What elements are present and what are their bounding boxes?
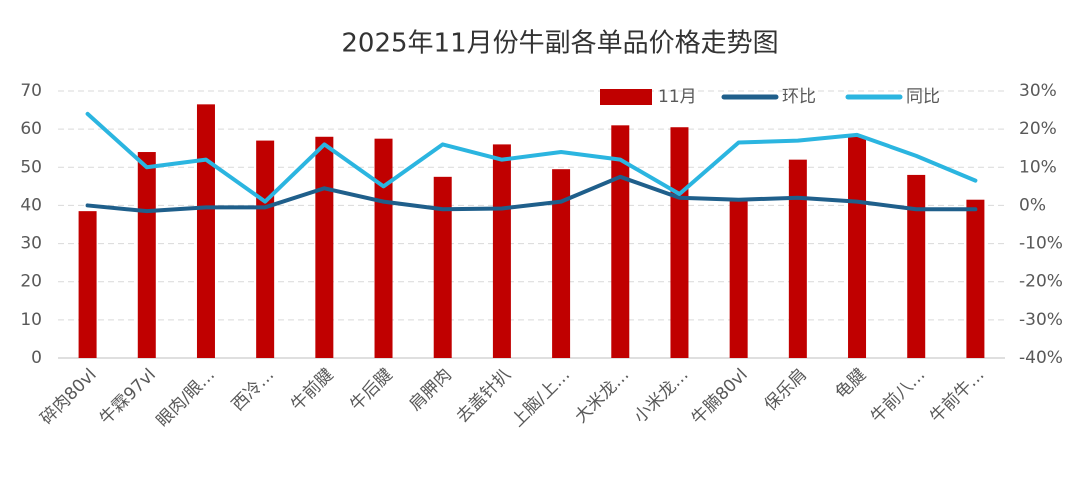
line (85, 111, 978, 204)
legend-label: 环比 (782, 87, 816, 107)
y2-tick-label: -40% (1019, 348, 1063, 368)
bar (907, 174, 926, 358)
x-tick-label: 牛腩80vl (688, 365, 752, 429)
bar (492, 144, 511, 358)
bar (670, 127, 689, 358)
y-tick-label: 60 (20, 119, 42, 139)
bar (374, 138, 393, 358)
y-tick-label: 0 (31, 348, 42, 368)
bar (552, 169, 571, 358)
x-tick-label: 牛前牛… (926, 365, 988, 427)
y-tick-label: 20 (20, 272, 42, 292)
y2-tick-label: -20% (1019, 272, 1063, 292)
line (85, 174, 978, 214)
x-tick-label: 牛后腱 (346, 365, 396, 415)
y-tick-label: 10 (20, 310, 42, 330)
y2-tick-label: 0% (1019, 195, 1046, 215)
x-tick-label: 龟腱 (832, 365, 870, 403)
y-tick-label: 50 (20, 157, 42, 177)
bar (315, 136, 334, 358)
x-tick-label: 去盖针扒 (453, 365, 515, 427)
x-tick-label: 保乐肩 (761, 365, 811, 415)
bar (256, 140, 275, 358)
bar (78, 211, 97, 358)
y2-tick-label: 10% (1019, 157, 1057, 177)
x-tick-label: 上脑/上… (508, 365, 574, 431)
x-tick-label: 眼肉/眼… (153, 365, 219, 431)
x-tick-label: 肩胛肉 (406, 365, 456, 415)
bar (137, 152, 156, 358)
x-tick-label: 大米龙… (571, 365, 633, 427)
bar (729, 199, 748, 358)
x-tick-label: 牛前八… (867, 365, 929, 427)
bar (848, 136, 867, 358)
x-tick-label: 碎肉80vl (37, 365, 101, 429)
bar (611, 125, 630, 358)
y2-tick-label: -30% (1019, 310, 1063, 330)
y2-tick-label: 30% (1019, 81, 1057, 101)
x-tick-label: 牛前腱 (287, 365, 337, 415)
legend-swatch (600, 89, 652, 105)
legend-label: 同比 (906, 87, 940, 107)
legend-label: 11月 (658, 87, 697, 107)
x-tick-label: 小米龙… (630, 365, 692, 427)
bar (196, 104, 215, 358)
x-tick-label: 西冷… (228, 365, 278, 415)
y-tick-label: 70 (20, 81, 42, 101)
bar (966, 199, 985, 358)
bar (788, 159, 807, 358)
y2-tick-label: -10% (1019, 234, 1063, 254)
y-tick-label: 30 (20, 234, 42, 254)
y2-tick-label: 20% (1019, 119, 1057, 139)
y-tick-label: 40 (20, 195, 42, 215)
chart-title: 2025年11月份牛副各单品价格走势图 (341, 29, 778, 59)
x-tick-label: 牛霖97vl (96, 365, 160, 429)
bar (433, 176, 452, 358)
